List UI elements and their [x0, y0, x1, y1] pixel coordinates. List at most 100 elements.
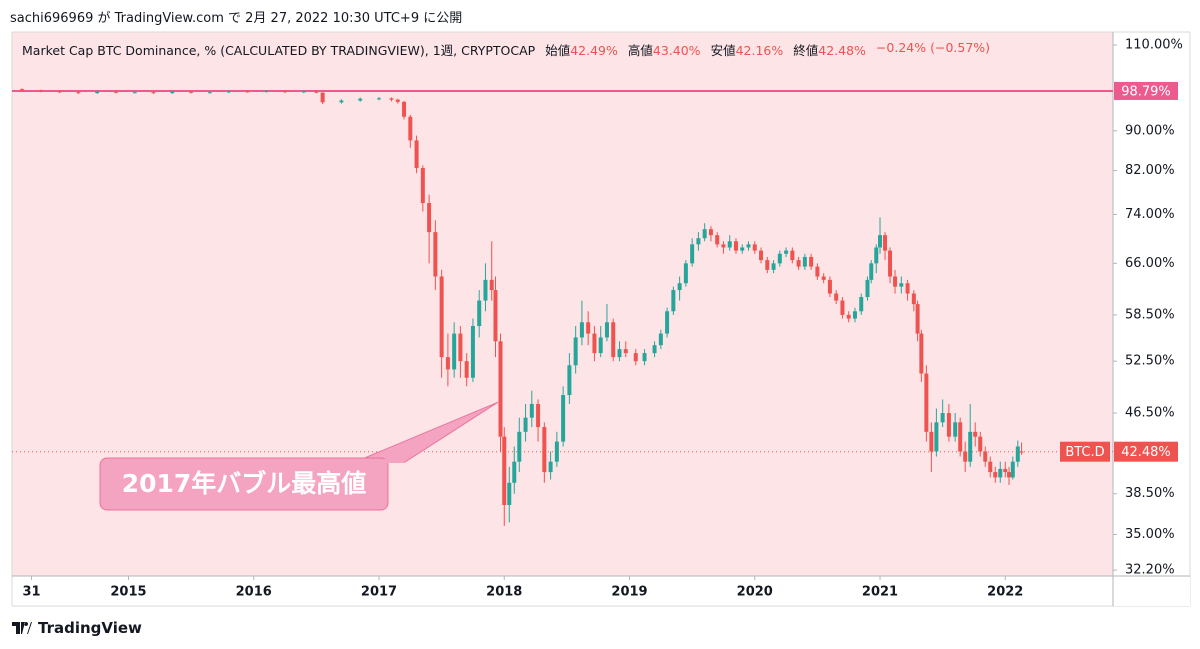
candle-body	[507, 482, 512, 505]
y-tick-label: 74.00%	[1125, 207, 1175, 222]
candle-body	[946, 413, 951, 437]
candle-body	[1015, 446, 1020, 462]
y-tick-label: 82.00%	[1125, 163, 1175, 178]
candle-body	[715, 235, 720, 245]
y-tick-label: 35.00%	[1125, 527, 1175, 542]
legend-label: 安値	[710, 43, 736, 58]
axis-mask	[1114, 577, 1190, 606]
candle-body	[869, 263, 874, 280]
publisher: sachi696969 が TradingView.com で 2月 27, 2…	[10, 11, 463, 26]
candle-body	[408, 116, 413, 141]
candle-body	[893, 276, 898, 287]
candle-body	[542, 427, 547, 473]
x-tick-label: 2019	[611, 585, 647, 600]
candle-body	[414, 140, 419, 168]
candle-body	[245, 91, 250, 93]
candle-body	[113, 91, 118, 93]
candle-body	[132, 92, 137, 94]
legend-value: 43.40%	[652, 43, 701, 58]
candle-body	[1010, 461, 1015, 478]
callout-box	[99, 457, 389, 511]
candle-body	[968, 431, 973, 462]
candle-body	[746, 244, 751, 248]
y-tick-label: 38.50%	[1125, 486, 1175, 501]
candle-body	[264, 90, 269, 92]
candle-body	[20, 89, 25, 91]
legend-title: Market Cap BTC Dominance, % (CALCULATED …	[22, 43, 536, 58]
candle-body	[919, 333, 924, 374]
x-tick-label: 2021	[862, 585, 898, 600]
candle-body	[696, 238, 701, 245]
candle-body	[963, 451, 968, 462]
x-tick-label: 2016	[236, 585, 272, 600]
candle-body	[452, 333, 457, 370]
candle-body	[671, 290, 676, 312]
candle-body	[658, 333, 663, 346]
candle-body	[548, 461, 553, 473]
candle-body	[988, 461, 993, 473]
x-tick-label: 2022	[987, 585, 1023, 600]
legend: Market Cap BTC Dominance, % (CALCULATED …	[22, 40, 990, 59]
candle-body	[470, 326, 475, 378]
candle-body	[934, 422, 939, 452]
candle-body	[1003, 468, 1008, 473]
marks	[12, 88, 1113, 527]
candle-body	[170, 91, 175, 94]
candle-body	[883, 235, 888, 251]
footer: TradingView	[12, 619, 142, 637]
candle-body	[677, 283, 682, 291]
candle-body	[821, 276, 826, 280]
candle-body	[389, 98, 394, 100]
candle-body	[604, 322, 609, 338]
candle-body	[598, 337, 603, 354]
candle-body	[433, 232, 438, 277]
candle-body	[915, 304, 920, 334]
candle-body	[721, 244, 726, 248]
candle-body	[665, 311, 670, 334]
legend-item: 安値42.16%	[711, 40, 784, 59]
candle-body	[529, 403, 534, 418]
candle-body	[427, 203, 432, 233]
y-tick-label: 110.00%	[1125, 38, 1183, 53]
candle-body	[38, 90, 43, 92]
candle-body	[483, 279, 488, 301]
candle-body	[358, 98, 363, 101]
callout-text: 2017年バブル最高値	[122, 469, 367, 498]
series-name: BTC.D	[1065, 445, 1104, 460]
y-tick-label: 46.50%	[1125, 406, 1175, 421]
candle-body	[283, 90, 288, 93]
candle-body	[790, 250, 795, 261]
candle-body	[958, 422, 963, 452]
candle-body	[888, 250, 893, 277]
x-tick-label: 2018	[486, 585, 522, 600]
candle-body	[690, 244, 695, 264]
candle-body	[683, 263, 688, 284]
candle-body	[579, 322, 584, 338]
candle-body	[874, 247, 879, 264]
candle-body	[740, 247, 745, 251]
legend-item: 終値42.48%	[793, 40, 866, 59]
y-tick-label: 66.00%	[1125, 256, 1175, 271]
candle-body	[973, 431, 978, 437]
candle-body	[929, 431, 934, 452]
candle-body	[998, 468, 1003, 478]
candle-body	[320, 92, 325, 103]
y-tick-label: 58.50%	[1125, 307, 1175, 322]
candle-body	[477, 300, 482, 327]
series-name-box	[1060, 441, 1110, 462]
candle-body	[859, 297, 864, 312]
candle-body	[809, 256, 814, 267]
candle-body	[708, 229, 713, 236]
candle-body	[796, 260, 801, 267]
legend-value: 42.16%	[735, 43, 784, 58]
candle-body	[95, 91, 100, 94]
candle-body	[727, 241, 732, 248]
brand: TradingView	[38, 619, 142, 637]
candle-body	[846, 314, 851, 319]
candle-body	[765, 260, 770, 270]
candle-body	[623, 349, 628, 354]
logo	[12, 622, 32, 634]
candle-body	[586, 322, 591, 334]
x-tick-label: 2015	[110, 585, 146, 600]
hline-label-box	[1114, 81, 1178, 100]
